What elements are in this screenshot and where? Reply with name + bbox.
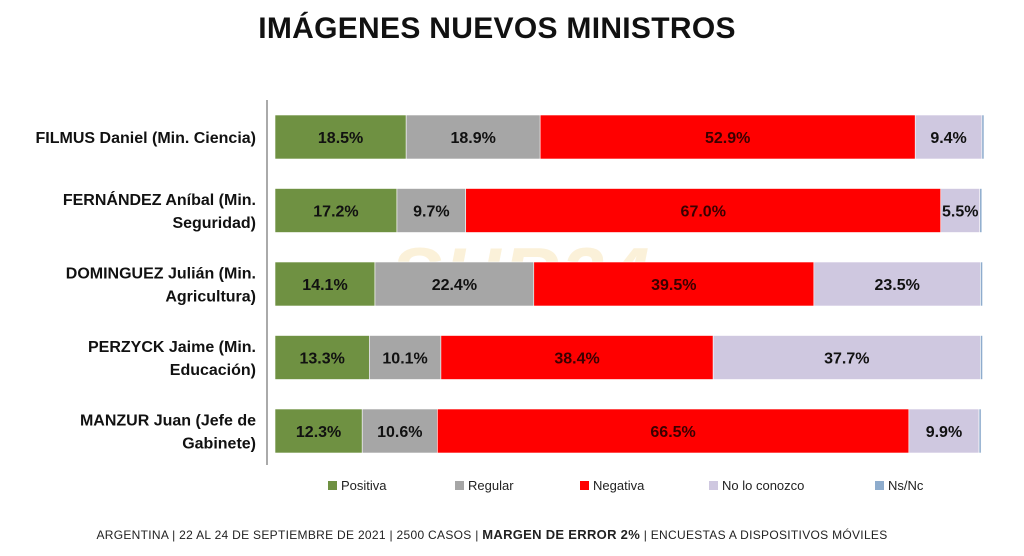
data-label: 17.2% [313, 204, 358, 221]
bar-segment-positiva [274, 261, 376, 307]
bar-segment-positiva [274, 335, 370, 380]
bar-segment-ns-nc [980, 335, 983, 380]
data-label: 9.7% [413, 204, 449, 221]
data-label: 18.9% [450, 130, 495, 147]
footer-suffix: | ENCUESTAS A DISPOSITIVOS MÓVILES [640, 528, 888, 542]
footer-note: ARGENTINA | 22 AL 24 DE SEPTIEMBRE DE 20… [0, 527, 984, 542]
bar-segment-ns-nc [980, 261, 983, 307]
data-label: 66.5% [650, 424, 695, 441]
legend-label: Ns/Nc [888, 478, 924, 493]
bar-segment-positiva [274, 114, 407, 160]
legend-label: Positiva [341, 478, 387, 493]
bar-segment-negativa [539, 114, 916, 160]
data-label: 9.9% [926, 424, 962, 441]
data-label: 18.5% [318, 130, 363, 147]
legend-swatch [455, 481, 464, 490]
footer-prefix: ARGENTINA | 22 AL 24 DE SEPTIEMBRE DE 20… [96, 528, 483, 542]
category-label: Gabinete) [182, 436, 256, 453]
legend-swatch [709, 481, 718, 490]
bar-segment-negativa [440, 335, 714, 380]
legend-label: Negativa [593, 478, 645, 493]
data-label: 37.7% [824, 351, 869, 368]
data-label: 10.1% [382, 351, 427, 368]
category-label: Agricultura) [165, 289, 256, 306]
legend-label: No lo conozco [722, 478, 804, 493]
legend-swatch [875, 481, 884, 490]
data-label: 5.5% [942, 204, 978, 221]
category-label: FERNÁNDEZ Aníbal (Min. [63, 190, 256, 209]
bar-segment-negativa [465, 188, 942, 233]
bar-segment-no-lo-conozco [914, 114, 983, 160]
bar-segment-regular [405, 114, 541, 160]
category-label: DOMINGUEZ Julián (Min. [66, 266, 256, 283]
bar-segment-no-lo-conozco [908, 408, 980, 454]
data-label: 39.5% [651, 277, 696, 294]
category-label: Educación) [170, 362, 256, 379]
data-label: 13.3% [299, 351, 344, 368]
data-label: 14.1% [302, 277, 347, 294]
bar-segment-regular [368, 335, 442, 380]
data-label: 23.5% [874, 277, 919, 294]
bar-segment-negativa [533, 261, 815, 307]
data-label: 12.3% [296, 424, 341, 441]
data-label: 38.4% [554, 351, 599, 368]
bar-segment-ns-nc [978, 408, 982, 454]
bar-segment-positiva [274, 188, 398, 233]
data-label: 22.4% [432, 277, 477, 294]
category-label: PERZYCK Jaime (Min. [88, 339, 256, 356]
data-label: 67.0% [681, 204, 726, 221]
bar-segment-positiva [274, 408, 363, 454]
chart-title: IMÁGENES NUEVOS MINISTROS [258, 12, 736, 45]
legend-swatch [328, 481, 337, 490]
category-label: FILMUS Daniel (Min. Ciencia) [36, 130, 256, 147]
category-label: MANZUR Juan (Jefe de [80, 413, 256, 430]
category-label: Seguridad) [172, 215, 256, 232]
stacked-bar-chart: FILMUS Daniel (Min. Ciencia) 18.5% 18.9% 52… [36, 100, 985, 493]
data-label: 9.4% [930, 130, 966, 147]
data-label: 52.9% [705, 130, 750, 147]
bar-segment-regular [396, 188, 467, 233]
bar-segment-regular [361, 408, 438, 454]
footer-margin-of-error: MARGEN DE ERROR 2% [482, 527, 641, 542]
bar-segment-ns-nc [979, 188, 983, 233]
legend-swatch [580, 481, 589, 490]
legend-label: Regular [468, 478, 514, 493]
bar-segment-no-lo-conozco [712, 335, 981, 380]
bar-segment-regular [374, 261, 535, 307]
bar-segment-negativa [437, 408, 910, 454]
data-label: 10.6% [377, 424, 422, 441]
bar-segment-no-lo-conozco [813, 261, 981, 307]
bar-segment-ns-nc [981, 114, 985, 160]
